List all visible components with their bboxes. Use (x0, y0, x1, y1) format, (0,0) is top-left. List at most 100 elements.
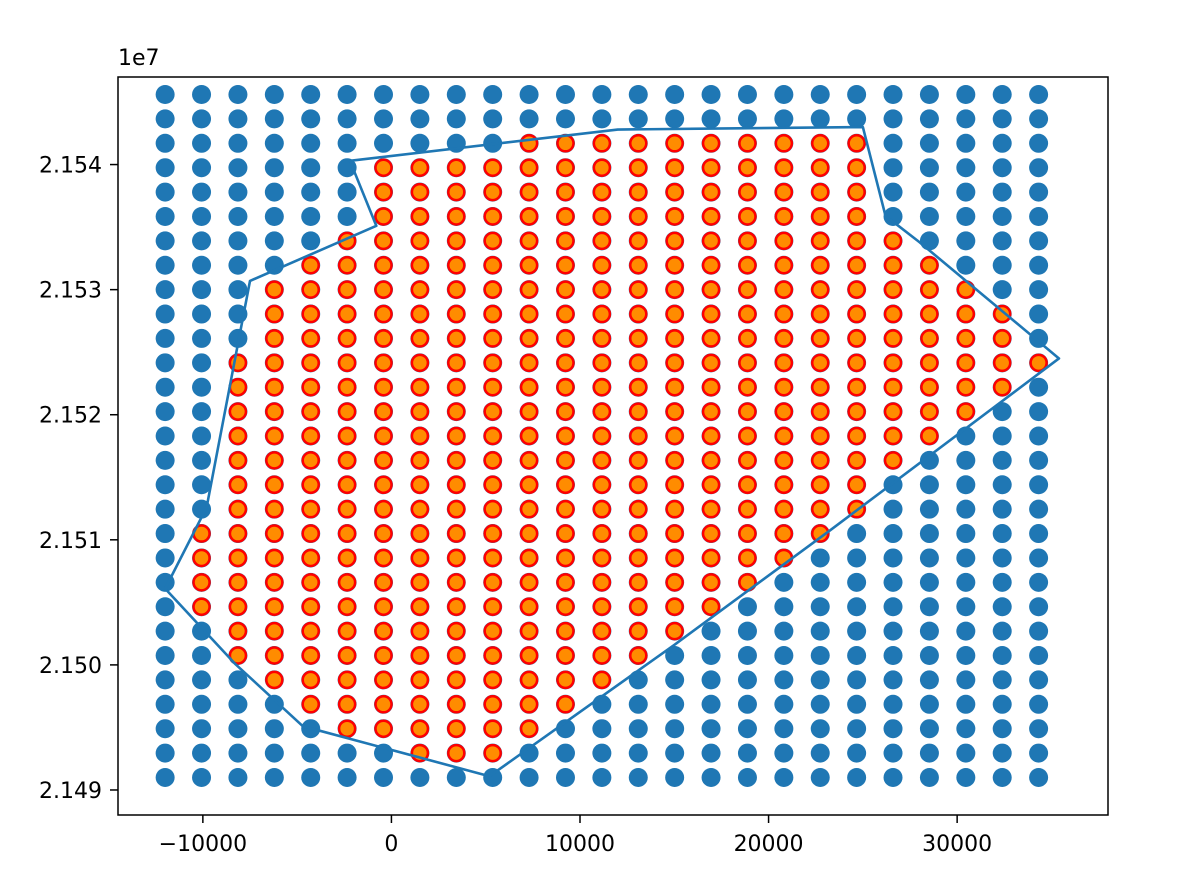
inside-point (847, 426, 866, 446)
grid-point (992, 475, 1012, 495)
grid-point (264, 182, 284, 202)
inside-point (701, 304, 721, 324)
inside-point (556, 231, 575, 251)
inside-point (629, 426, 648, 446)
inside-point (629, 280, 648, 299)
inside-point (956, 304, 976, 324)
inside-point (447, 426, 466, 446)
inside-point (556, 134, 575, 153)
grid-point (1029, 328, 1049, 348)
inside-point (337, 597, 357, 616)
grid-point (155, 524, 175, 544)
inside-point (337, 621, 357, 641)
inside-point (629, 451, 648, 470)
grid-point (919, 743, 939, 763)
inside-point (556, 280, 575, 299)
inside-point (301, 646, 320, 665)
grid-point (446, 85, 466, 105)
inside-point (701, 207, 721, 226)
inside-point (410, 524, 430, 543)
inside-point (556, 158, 575, 177)
grid-point (592, 767, 612, 787)
grid-point (737, 719, 757, 739)
inside-point (883, 353, 903, 373)
inside-point (665, 524, 684, 543)
inside-point (374, 158, 393, 177)
inside-point (447, 280, 466, 299)
grid-point (883, 743, 903, 763)
inside-point (665, 548, 684, 568)
inside-point (992, 353, 1012, 373)
grid-point (701, 719, 721, 739)
inside-point (738, 451, 757, 470)
inside-point (447, 256, 466, 275)
inside-point (556, 182, 575, 202)
inside-point (483, 304, 502, 324)
grid-point (155, 548, 175, 568)
inside-point (447, 621, 466, 641)
inside-point (447, 597, 466, 616)
inside-point (701, 377, 721, 397)
grid-point (737, 767, 757, 787)
grid-point (847, 694, 867, 714)
grid-point (883, 646, 903, 666)
inside-point (228, 499, 248, 519)
grid-point (155, 328, 175, 348)
grid-point (228, 719, 248, 739)
grid-point (992, 646, 1012, 666)
inside-point (810, 451, 830, 470)
inside-point (374, 426, 393, 446)
grid-point (592, 743, 612, 763)
inside-point (374, 524, 393, 543)
grid-point (301, 182, 321, 202)
inside-point (337, 719, 357, 738)
inside-point (810, 134, 830, 153)
grid-point (155, 646, 175, 666)
grid-point (992, 719, 1012, 739)
inside-point (447, 231, 466, 251)
inside-point (665, 621, 684, 641)
grid-point (956, 719, 976, 739)
inside-point (447, 524, 466, 543)
grid-point (883, 133, 903, 153)
grid-point (956, 621, 976, 641)
grid-point (774, 109, 794, 129)
grid-point (992, 694, 1012, 714)
grid-point (301, 743, 321, 763)
inside-point (301, 597, 320, 616)
grid-point (919, 499, 939, 519)
grid-point (847, 621, 867, 641)
grid-point (192, 353, 212, 373)
grid-point (992, 597, 1012, 617)
grid-point (483, 85, 503, 105)
inside-point (447, 451, 466, 470)
grid-point (192, 377, 212, 397)
inside-point (483, 695, 502, 714)
inside-point (665, 207, 684, 226)
inside-point (810, 402, 830, 421)
grid-point (1029, 304, 1049, 324)
inside-point (447, 207, 466, 226)
inside-point (374, 719, 393, 738)
grid-point (847, 597, 867, 617)
grid-point (192, 158, 212, 178)
inside-point (483, 280, 502, 299)
grid-point (919, 158, 939, 178)
inside-point (337, 499, 357, 519)
inside-point (337, 695, 357, 714)
grid-point (155, 231, 175, 251)
grid-point (1029, 450, 1049, 470)
inside-point (665, 134, 684, 153)
inside-point (592, 646, 612, 665)
grid-point (555, 85, 575, 105)
grid-point (1029, 694, 1049, 714)
grid-point (264, 694, 284, 714)
grid-point (483, 767, 503, 787)
inside-point (774, 207, 794, 226)
grid-point (665, 719, 685, 739)
grid-point (337, 206, 357, 226)
grid-point (228, 743, 248, 763)
grid-point (883, 670, 903, 690)
inside-point (665, 304, 684, 324)
inside-point (301, 353, 320, 373)
